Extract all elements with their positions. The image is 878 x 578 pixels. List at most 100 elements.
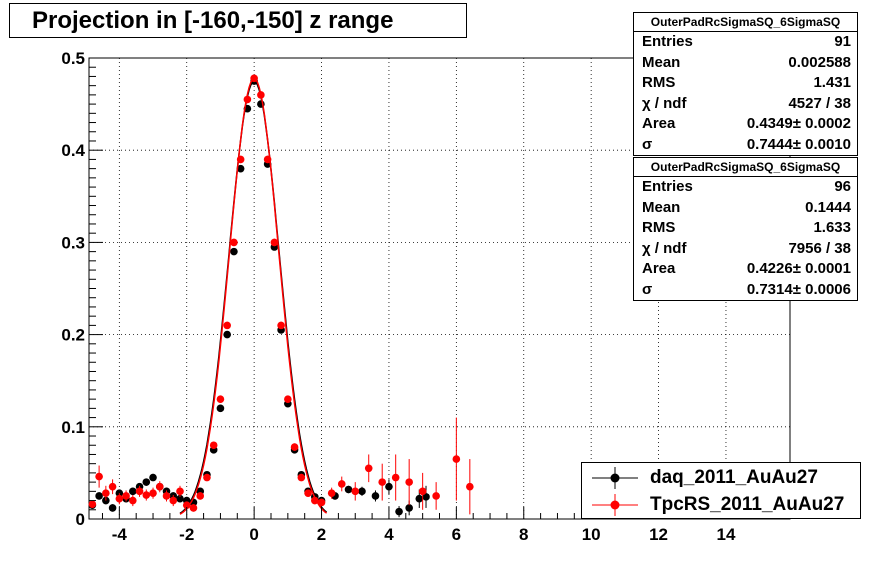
legend-entry-daq: daq_2011_AuAu27 xyxy=(582,465,860,491)
stats-row-rms: RMS 1.431 xyxy=(642,74,851,91)
data-point xyxy=(358,487,366,496)
data-point xyxy=(422,493,430,501)
data-point xyxy=(176,494,184,503)
data-point xyxy=(196,492,205,500)
data-point xyxy=(223,330,231,339)
data-point xyxy=(395,507,403,516)
x-tick-label: -2 xyxy=(179,525,194,544)
data-point xyxy=(129,496,137,505)
data-point xyxy=(88,500,97,509)
data-point xyxy=(311,496,319,505)
data-point xyxy=(344,485,353,494)
data-series xyxy=(88,74,474,518)
stats-row-mean: Mean 0.002588 xyxy=(642,53,851,71)
data-point xyxy=(378,478,387,486)
data-point xyxy=(337,480,346,488)
data-point xyxy=(263,155,272,164)
data-point xyxy=(351,487,360,496)
x-tick-label: -4 xyxy=(112,525,128,544)
data-point xyxy=(327,489,336,497)
data-point xyxy=(203,473,211,482)
data-point xyxy=(182,501,191,509)
data-point xyxy=(270,238,279,247)
stats-row-area: Area 0.4226± 0.0001 xyxy=(642,260,851,277)
data-point xyxy=(95,472,103,481)
stats-header: OuterPadRcSigmaSQ_6SigmaSQ xyxy=(634,158,857,177)
legend-label: daq_2011_AuAu27 xyxy=(650,467,818,488)
data-point xyxy=(415,494,424,503)
data-point xyxy=(230,238,238,247)
data-point xyxy=(115,494,124,503)
data-point xyxy=(371,492,380,500)
data-point xyxy=(102,489,110,497)
stats-box-2: OuterPadRcSigmaSQ_6SigmaSQ Entries 96 Mea… xyxy=(633,157,858,301)
x-tick-label: 10 xyxy=(582,525,601,544)
data-point xyxy=(432,492,440,500)
x-tick-label: 0 xyxy=(249,525,258,544)
stats-row-entries: Entries 91 xyxy=(642,33,851,50)
x-tick-label: 2 xyxy=(317,525,326,544)
legend-label: TpcRS_2011_AuAu27 xyxy=(650,494,845,515)
legend-marker-red xyxy=(592,494,638,516)
x-tick-label: 14 xyxy=(717,525,736,544)
data-point xyxy=(176,487,184,496)
data-point xyxy=(317,498,326,507)
data-point xyxy=(129,487,137,496)
x-tick-label: 12 xyxy=(649,525,668,544)
data-point xyxy=(149,473,157,482)
stats-row-sigma: σ 0.7444± 0.0010 xyxy=(642,135,851,153)
data-point xyxy=(391,473,400,482)
y-tick-label: 0.3 xyxy=(61,233,85,252)
axes: -4 -2 0 2 4 6 8 10 12 14 0 0.1 0.2 0.3 0.4 0.5 xyxy=(61,49,778,544)
stats-row-entries: Entries 96 xyxy=(642,178,851,195)
stats-row-area: Area 0.4349± 0.0002 xyxy=(642,115,851,132)
stats-row-sigma: σ 0.7314± 0.0006 xyxy=(642,280,851,298)
y-tick-label: 0.2 xyxy=(61,326,85,345)
data-point xyxy=(257,91,265,99)
stats-row-chi2: χ / ndf 4527 / 38 xyxy=(642,94,851,112)
data-point xyxy=(284,395,292,403)
data-point xyxy=(452,455,461,463)
data-point xyxy=(216,395,225,403)
data-point xyxy=(304,489,312,497)
data-point xyxy=(142,478,151,486)
legend-marker-black xyxy=(592,467,638,489)
data-point xyxy=(405,478,413,486)
data-point xyxy=(209,441,218,450)
stats-box-1: OuterPadRcSigmaSQ_6SigmaSQ Entries 91 Mea… xyxy=(633,12,858,156)
legend-entry-tpcrs: TpcRS_2011_AuAu27 xyxy=(582,492,860,518)
x-tick-label: 4 xyxy=(384,525,394,544)
x-tick-label: 6 xyxy=(452,525,461,544)
data-point xyxy=(364,464,373,473)
data-point xyxy=(297,473,306,482)
data-point xyxy=(149,489,157,497)
stats-row-mean: Mean 0.1444 xyxy=(642,198,851,216)
data-point xyxy=(230,247,238,256)
data-point xyxy=(385,482,393,491)
data-point xyxy=(236,164,245,173)
data-point xyxy=(122,492,130,500)
data-point xyxy=(135,487,144,496)
fit-curve xyxy=(179,77,328,515)
chart-title: Projection in [-160,-150] z range xyxy=(9,3,467,38)
legend: daq_2011_AuAu27 TpcRS_2011_AuAu27 xyxy=(581,462,861,519)
data-point xyxy=(142,491,151,499)
stats-header: OuterPadRcSigmaSQ_6SigmaSQ xyxy=(634,13,857,32)
data-point xyxy=(418,487,427,496)
data-point xyxy=(290,443,299,451)
data-point xyxy=(277,321,285,330)
stats-row-rms: RMS 1.633 xyxy=(642,219,851,236)
series-daq xyxy=(88,77,430,518)
stats-row-chi2: χ / ndf 7956 / 38 xyxy=(642,239,851,257)
data-point xyxy=(189,504,198,512)
y-tick-label: 0.4 xyxy=(61,141,85,160)
y-tick-label: 0.1 xyxy=(61,418,85,437)
series-tpcrs xyxy=(88,74,474,515)
data-point xyxy=(155,482,164,491)
data-point xyxy=(405,504,413,512)
x-tick-label: 8 xyxy=(519,525,528,544)
data-point xyxy=(223,321,231,330)
data-point xyxy=(243,95,252,104)
data-point xyxy=(250,74,258,83)
y-tick-label: 0.5 xyxy=(61,49,85,68)
